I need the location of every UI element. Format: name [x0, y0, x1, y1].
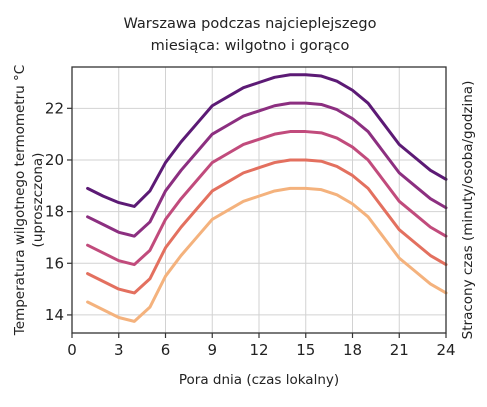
series-line-5: [86, 186, 448, 323]
x-tick-label: 21: [390, 341, 409, 359]
x-tick-label: 12: [249, 341, 268, 359]
y-tick-label: 16: [45, 254, 64, 272]
y-tick-label: 20: [45, 151, 64, 169]
x-tick-label: 9: [207, 341, 217, 359]
x-axis-label: Pora dnia (czas lokalny): [179, 372, 339, 388]
x-tick-label: 0: [67, 341, 77, 359]
grid: [71, 67, 447, 333]
series-line-3: [86, 130, 448, 267]
x-ticks: 0 3 6 9 12 15 18 21 24: [67, 333, 456, 359]
y-axis-label-line-2: (uproszczona): [30, 153, 46, 248]
x-tick-label: 3: [114, 341, 124, 359]
right-axis-label: Stracony czas (minuty/osoba/godzina): [460, 81, 476, 340]
chart-title-line-1: Warszawa podczas najcieplejszego: [124, 16, 377, 32]
series-line-1: [86, 73, 448, 208]
series-line-4: [86, 158, 448, 295]
x-tick-label: 18: [343, 341, 362, 359]
y-ticks: 14 16 18 20 22: [45, 99, 72, 324]
x-tick-label: 15: [296, 341, 315, 359]
y-tick-label: 22: [45, 99, 64, 117]
y-axis-label-line-1: Temperatura wilgotnego termometru °C: [12, 65, 28, 336]
chart-title-line-2: miesiąca: wilgotno i gorąco: [151, 38, 350, 54]
series-group: [86, 73, 448, 323]
y-tick-label: 18: [45, 203, 64, 221]
x-tick-label: 6: [161, 341, 171, 359]
series-line-2: [86, 101, 448, 238]
y-tick-label: 14: [45, 306, 64, 324]
x-tick-label: 24: [436, 341, 455, 359]
